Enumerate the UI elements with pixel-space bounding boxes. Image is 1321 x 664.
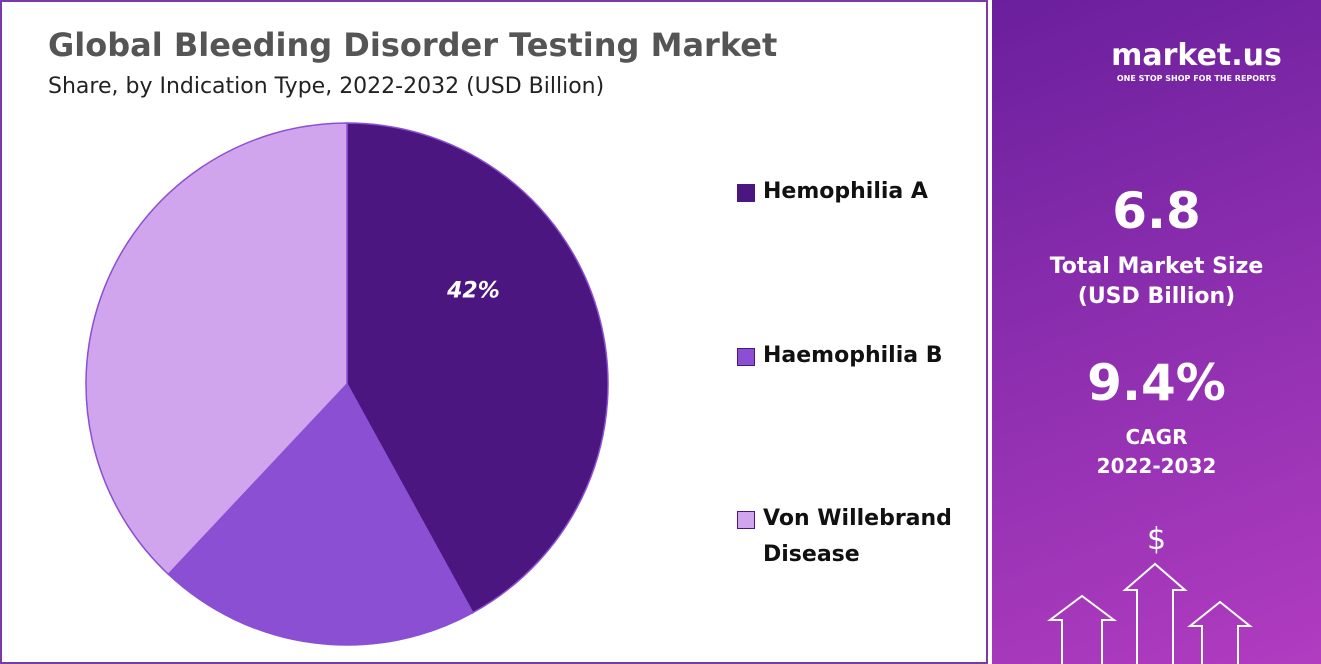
market-size-label: Total Market Size <box>1049 254 1264 279</box>
legend-label: Von Willebrand Disease <box>763 506 952 567</box>
cagr-period: 2022-2032 <box>1096 454 1217 478</box>
market-size-unit: (USD Billion) <box>1077 284 1236 309</box>
pie-slice <box>85 122 348 576</box>
legend-label: Haemophilia B <box>763 343 943 368</box>
arrows-icon <box>1047 562 1253 664</box>
cagr-label: CAGR <box>1125 425 1188 449</box>
data-label: 42% <box>446 279 500 304</box>
legend-swatch <box>737 511 755 529</box>
legend-item: Hemophilia A <box>737 178 978 210</box>
chart-frame <box>0 0 988 664</box>
tagline: ONE STOP SHOP FOR THE REPORTS <box>1116 74 1277 83</box>
chart-subtitle: Share, by Indication Type, 2022-2032 (US… <box>48 74 605 99</box>
legend-label: Hemophilia A <box>763 179 928 204</box>
legend-item: Von Willebrand Disease <box>737 505 978 573</box>
chart-title: Global Bleeding Disorder Testing Market <box>48 26 778 64</box>
legend-swatch <box>737 184 755 202</box>
logo: market.us <box>1111 38 1282 73</box>
pie-slice <box>167 382 474 646</box>
legend-swatch <box>737 348 755 366</box>
legend-item: Haemophilia B <box>737 342 978 374</box>
pie-slice <box>346 122 609 614</box>
pie-chart: 42% <box>85 122 609 646</box>
currency-icon: $ <box>1146 522 1167 557</box>
market-size: 6.8 <box>1112 182 1201 240</box>
side-panel: market.us ONE STOP SHOP FOR THE REPORTS … <box>992 0 1321 664</box>
cagr: 9.4% <box>1087 354 1226 412</box>
